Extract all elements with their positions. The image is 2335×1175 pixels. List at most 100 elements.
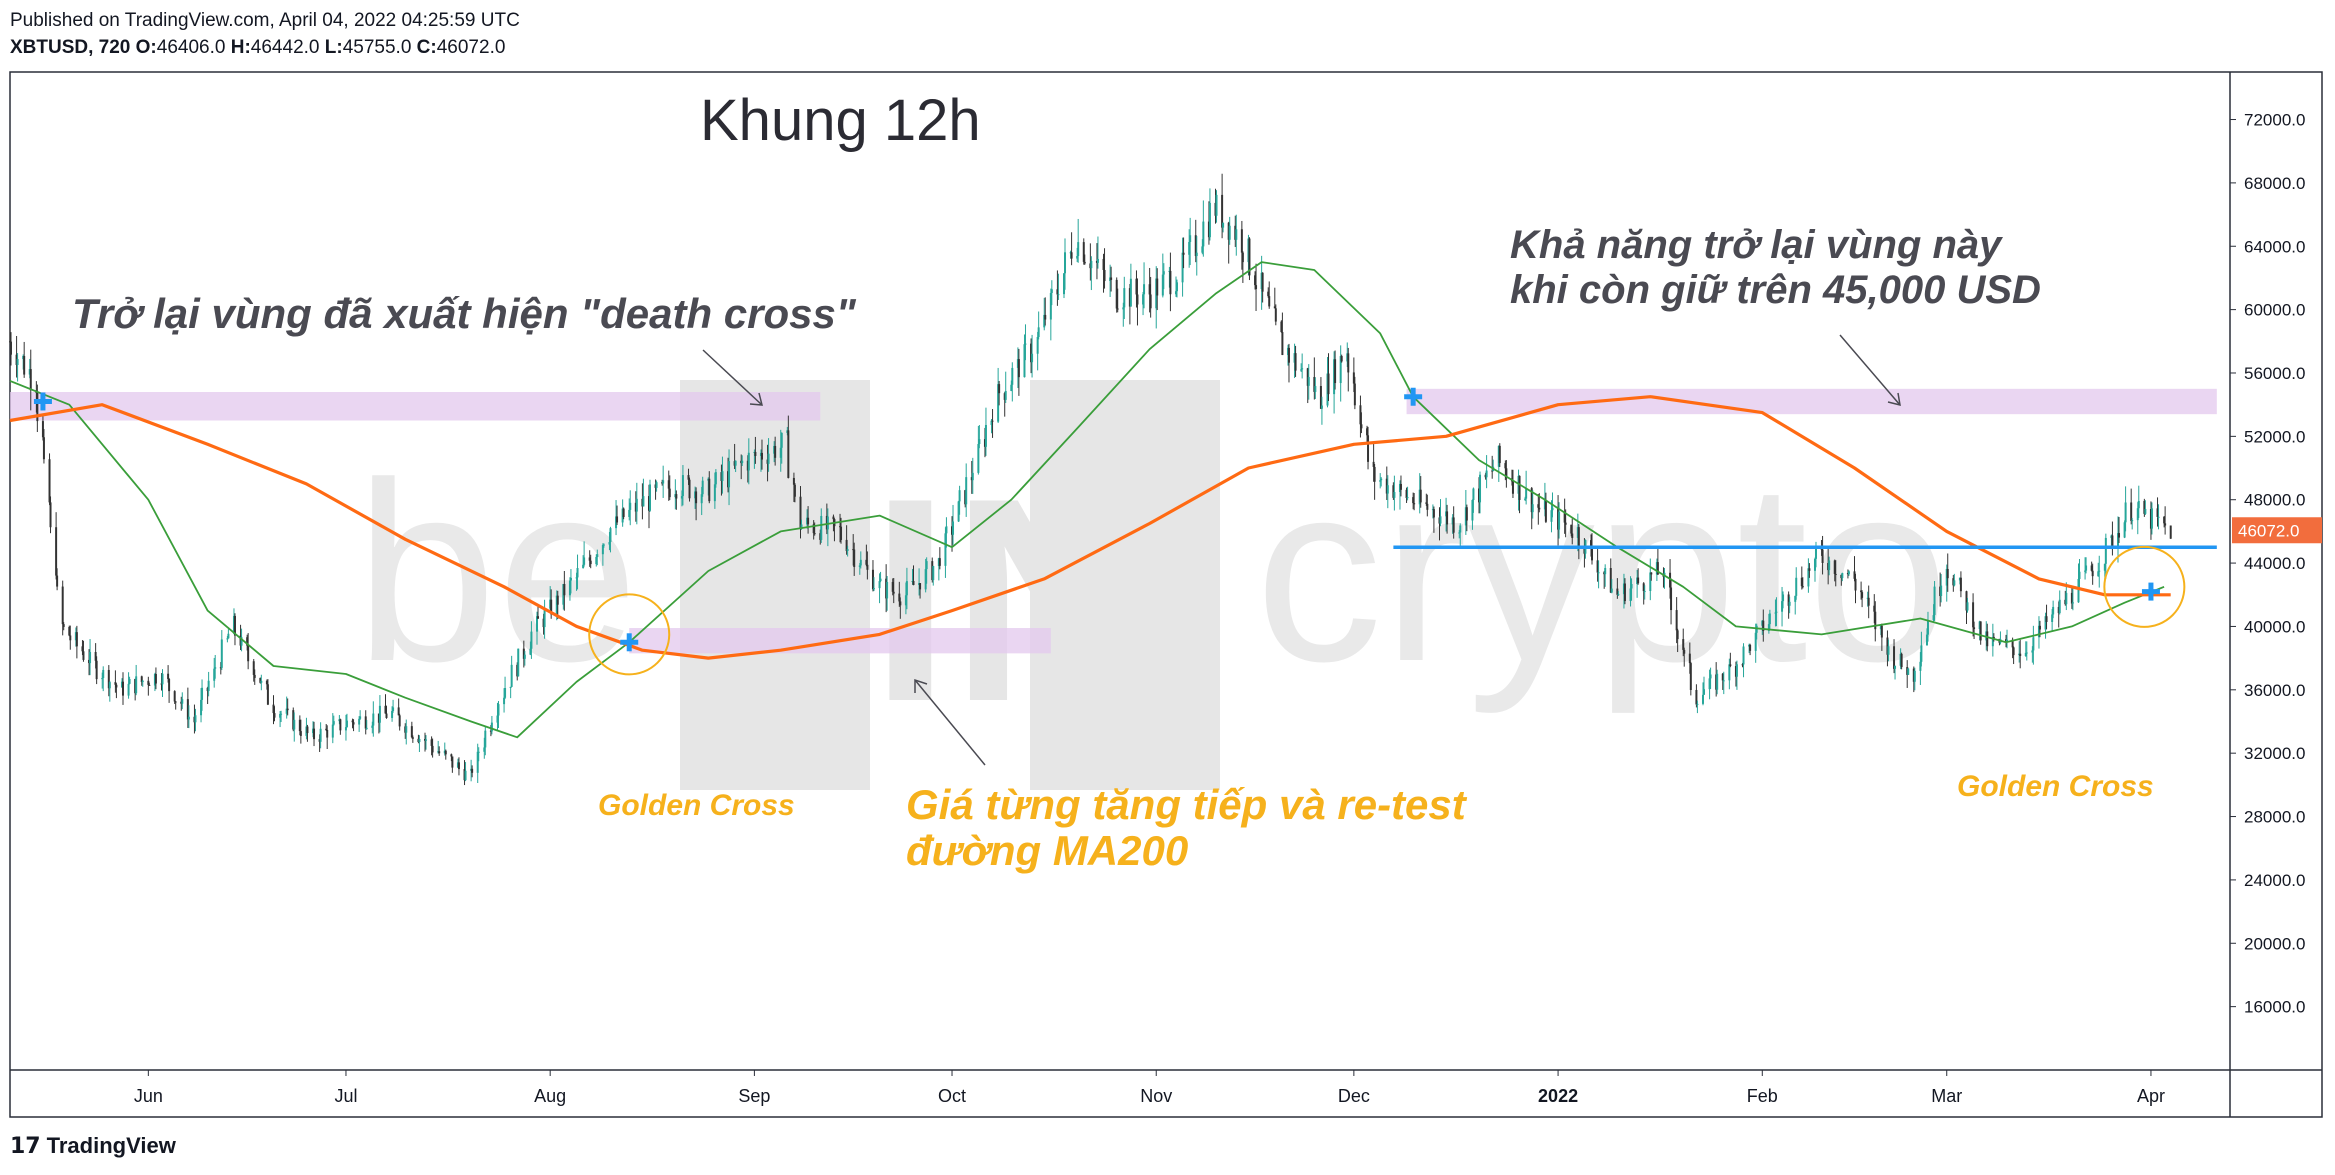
candle-body: [168, 678, 171, 692]
candle-body: [1696, 703, 1699, 705]
arrow-death-cross: [702, 349, 763, 406]
candle-body: [984, 424, 987, 447]
candle-body: [2044, 616, 2047, 630]
candle-body: [306, 726, 309, 734]
candle-body: [1774, 612, 1777, 614]
candle-body: [1518, 475, 1521, 500]
candle-body: [1228, 225, 1231, 240]
candle-body: [246, 637, 249, 646]
candle-body: [286, 708, 289, 711]
candle-body: [2123, 522, 2126, 538]
candle-body: [886, 582, 889, 599]
candle-body: [925, 561, 928, 570]
candle-body: [1090, 260, 1093, 269]
candle-body: [774, 445, 777, 458]
candle-body: [1794, 595, 1797, 602]
candle-body: [1367, 435, 1370, 462]
candle-body: [114, 682, 117, 685]
candle-body: [1873, 605, 1876, 612]
arrow-death-cross-shaft: [702, 349, 763, 406]
candle-body: [588, 557, 591, 561]
y-tick-label: 28000.0: [2244, 808, 2305, 827]
candle-body: [1925, 634, 1928, 646]
candle-body: [121, 681, 124, 696]
candle-body: [1479, 474, 1482, 503]
candle-body: [2019, 653, 2022, 657]
candle-body: [2051, 614, 2054, 622]
candle-body: [1339, 356, 1342, 384]
candle-body: [200, 699, 203, 716]
candle-body: [2124, 502, 2127, 523]
candle-body: [42, 437, 45, 460]
candle-body: [602, 544, 605, 546]
candle-body: [359, 716, 362, 719]
candle-body: [1609, 568, 1612, 593]
candle-body: [1110, 277, 1113, 280]
candle-body: [1637, 577, 1640, 584]
tradingview-footer[interactable]: 17 TradingView: [10, 1133, 176, 1159]
last-price-badge-bg: [2232, 517, 2322, 544]
candle-body: [1741, 664, 1744, 666]
candle-body: [2038, 625, 2041, 630]
candle-body: [708, 478, 711, 502]
x-tick-label: Jul: [334, 1086, 357, 1106]
candle-body: [464, 770, 467, 781]
candle-body: [871, 569, 874, 590]
candle-body: [1972, 602, 1975, 628]
candle-body: [1787, 594, 1790, 606]
candle-body: [344, 727, 347, 731]
candle-body: [2077, 578, 2080, 603]
candle-body: [1194, 235, 1197, 257]
candle-body: [892, 591, 895, 594]
candle-body: [1136, 294, 1139, 305]
candle-body: [471, 768, 474, 773]
candle-body: [2130, 502, 2133, 521]
candle-body: [89, 652, 92, 664]
close-value: 46072.0: [436, 37, 506, 58]
candle-body: [240, 637, 243, 646]
candle-body: [2091, 570, 2094, 577]
candle-body: [331, 724, 334, 738]
candle-body: [556, 595, 559, 605]
candle-body: [1056, 289, 1059, 295]
watermark-text-right: crypto: [1255, 430, 1949, 715]
candle-body: [1504, 463, 1507, 469]
candle-body: [1531, 504, 1534, 513]
candle-body: [161, 673, 164, 685]
candle-body: [1129, 278, 1132, 307]
candle-body: [56, 575, 59, 587]
candle-body: [582, 564, 585, 568]
candle-body: [1373, 466, 1376, 482]
candle-body: [1044, 314, 1047, 320]
candle-body: [1782, 594, 1785, 602]
golden-cross-circle-1: [588, 593, 671, 676]
candle-body: [596, 554, 599, 557]
candle-body: [1432, 509, 1435, 518]
candle-body: [687, 475, 690, 480]
candle-body: [483, 747, 486, 752]
candle-body: [1161, 274, 1164, 296]
candle-body: [186, 699, 189, 720]
candle-body: [253, 674, 256, 678]
x-tick-label: Nov: [1140, 1086, 1172, 1106]
y-tick-label: 64000.0: [2244, 237, 2305, 256]
candle-body: [1926, 620, 1929, 635]
death-cross-note: Trở lại vùng đã xuất hiện "death cross": [72, 290, 857, 337]
candle-body: [1683, 649, 1686, 654]
candle-body: [220, 639, 223, 668]
candle-body: [332, 721, 335, 725]
candle-body: [497, 704, 500, 716]
candle-body: [1169, 270, 1172, 295]
candle-body: [476, 751, 479, 773]
candle-body: [504, 687, 507, 698]
candle-body: [280, 713, 283, 715]
candle-body: [977, 444, 980, 473]
candle-body: [1261, 272, 1264, 292]
candle-body: [609, 528, 612, 543]
candle-body: [325, 728, 328, 730]
x-tick-label: Mar: [1931, 1086, 1962, 1106]
candle-body: [734, 460, 737, 466]
last-price-badge: 46072.0: [2232, 517, 2322, 544]
candle-body: [285, 708, 288, 714]
